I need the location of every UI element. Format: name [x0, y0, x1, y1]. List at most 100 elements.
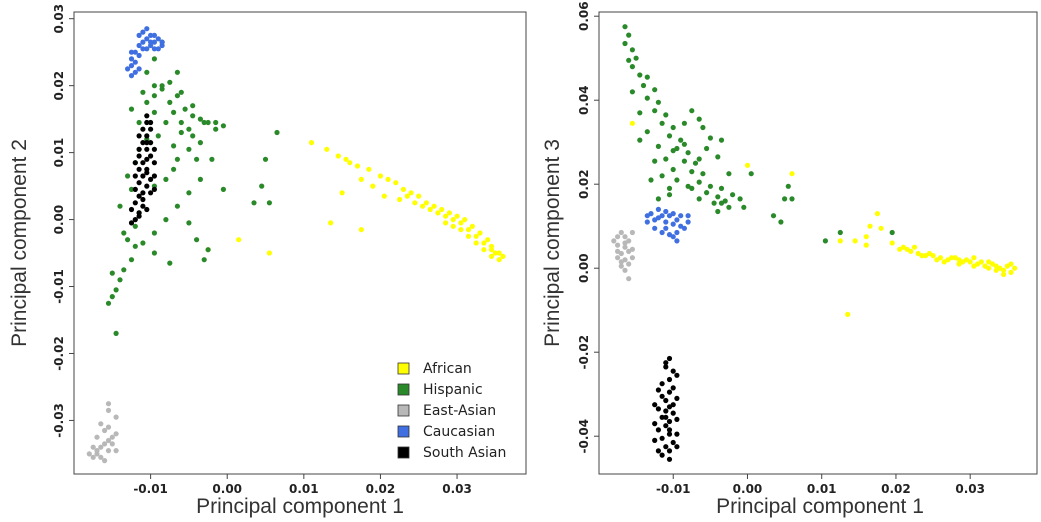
point-hispanic	[194, 156, 200, 162]
point-hispanic	[151, 83, 157, 89]
point-caucasian	[678, 213, 684, 219]
point-east-asian	[113, 448, 119, 454]
point-south-asian	[674, 444, 680, 450]
point-hispanic	[117, 277, 123, 283]
point-caucasian	[148, 39, 154, 45]
point-hispanic	[171, 143, 177, 149]
point-south-asian	[666, 448, 673, 454]
point-hispanic	[174, 69, 180, 75]
point-hispanic	[637, 137, 643, 143]
point-african	[492, 250, 498, 256]
point-caucasian	[140, 29, 146, 35]
legend-swatch-caucasian	[397, 425, 410, 438]
point-south-asian	[148, 176, 154, 182]
point-south-asian	[140, 126, 146, 132]
point-hispanic	[689, 169, 695, 175]
x-tick-label: -0.01	[133, 482, 168, 496]
point-south-asian	[659, 393, 665, 399]
point-south-asian	[144, 206, 150, 213]
point-hispanic	[704, 190, 710, 196]
point-hispanic	[640, 82, 647, 89]
point-hispanic	[174, 203, 180, 209]
point-african	[863, 234, 869, 240]
point-south-asian	[144, 140, 150, 146]
point-east-asian	[615, 242, 621, 248]
point-south-asian	[659, 452, 665, 458]
point-african	[454, 213, 460, 219]
point-east-asian	[98, 444, 104, 450]
point-hispanic	[737, 196, 743, 202]
point-hispanic	[201, 119, 207, 126]
point-south-asian	[655, 406, 662, 412]
point-african	[450, 223, 456, 229]
point-south-asian	[674, 431, 680, 437]
point-hispanic	[689, 185, 695, 191]
point-african	[978, 259, 984, 265]
point-hispanic	[670, 166, 676, 173]
point-hispanic	[220, 123, 226, 129]
point-african	[874, 211, 881, 217]
point-african	[986, 259, 992, 265]
point-south-asian	[666, 456, 673, 462]
point-hispanic	[163, 217, 169, 223]
point-african	[354, 163, 361, 169]
point-south-asian	[655, 448, 662, 454]
point-east-asian	[94, 434, 100, 440]
point-south-asian	[151, 186, 157, 192]
point-hispanic	[159, 83, 165, 89]
point-hispanic	[696, 179, 702, 185]
point-hispanic	[655, 143, 662, 149]
point-hispanic	[622, 24, 628, 30]
point-hispanic	[121, 230, 127, 236]
point-hispanic	[681, 120, 688, 126]
point-caucasian	[674, 238, 680, 244]
point-caucasian	[685, 213, 691, 219]
point-caucasian	[678, 223, 684, 229]
scatter-points	[86, 26, 506, 464]
point-south-asian	[666, 376, 673, 383]
point-caucasian	[136, 32, 142, 39]
point-hispanic	[889, 229, 895, 236]
point-african	[450, 217, 456, 223]
point-hispanic	[778, 219, 784, 225]
point-east-asian	[90, 454, 96, 460]
point-hispanic	[117, 203, 123, 209]
point-caucasian	[128, 49, 135, 55]
point-east-asian	[105, 401, 112, 407]
point-african	[328, 220, 334, 226]
point-hispanic	[151, 93, 157, 99]
point-hispanic	[637, 110, 643, 116]
point-south-asian	[144, 183, 150, 189]
point-african	[404, 193, 410, 199]
point-south-asian	[652, 402, 658, 408]
point-east-asian	[615, 248, 621, 254]
point-hispanic	[274, 129, 280, 136]
point-african	[465, 227, 472, 233]
point-hispanic	[109, 270, 115, 276]
point-hispanic	[266, 200, 272, 206]
point-african	[1001, 267, 1007, 273]
point-hispanic	[197, 176, 203, 182]
point-east-asian	[622, 267, 628, 273]
point-african	[469, 223, 475, 229]
point-hispanic	[205, 119, 211, 126]
point-hispanic	[190, 133, 196, 139]
point-south-asian	[670, 439, 676, 446]
point-african	[919, 253, 925, 259]
point-african	[370, 183, 376, 189]
point-south-asian	[151, 173, 157, 179]
point-african	[266, 250, 272, 256]
point-hispanic	[785, 183, 791, 189]
point-east-asian	[113, 431, 119, 437]
point-hispanic	[186, 220, 192, 226]
point-caucasian	[128, 73, 135, 79]
point-african	[1008, 261, 1014, 267]
point-african	[393, 180, 399, 186]
legend-swatch-east-asian	[397, 404, 410, 417]
point-african	[993, 263, 999, 269]
point-hispanic	[151, 250, 157, 256]
point-hispanic	[822, 238, 829, 244]
y-tick-label: 0.03	[52, 4, 66, 34]
point-hispanic	[144, 69, 150, 75]
point-african	[837, 238, 843, 244]
